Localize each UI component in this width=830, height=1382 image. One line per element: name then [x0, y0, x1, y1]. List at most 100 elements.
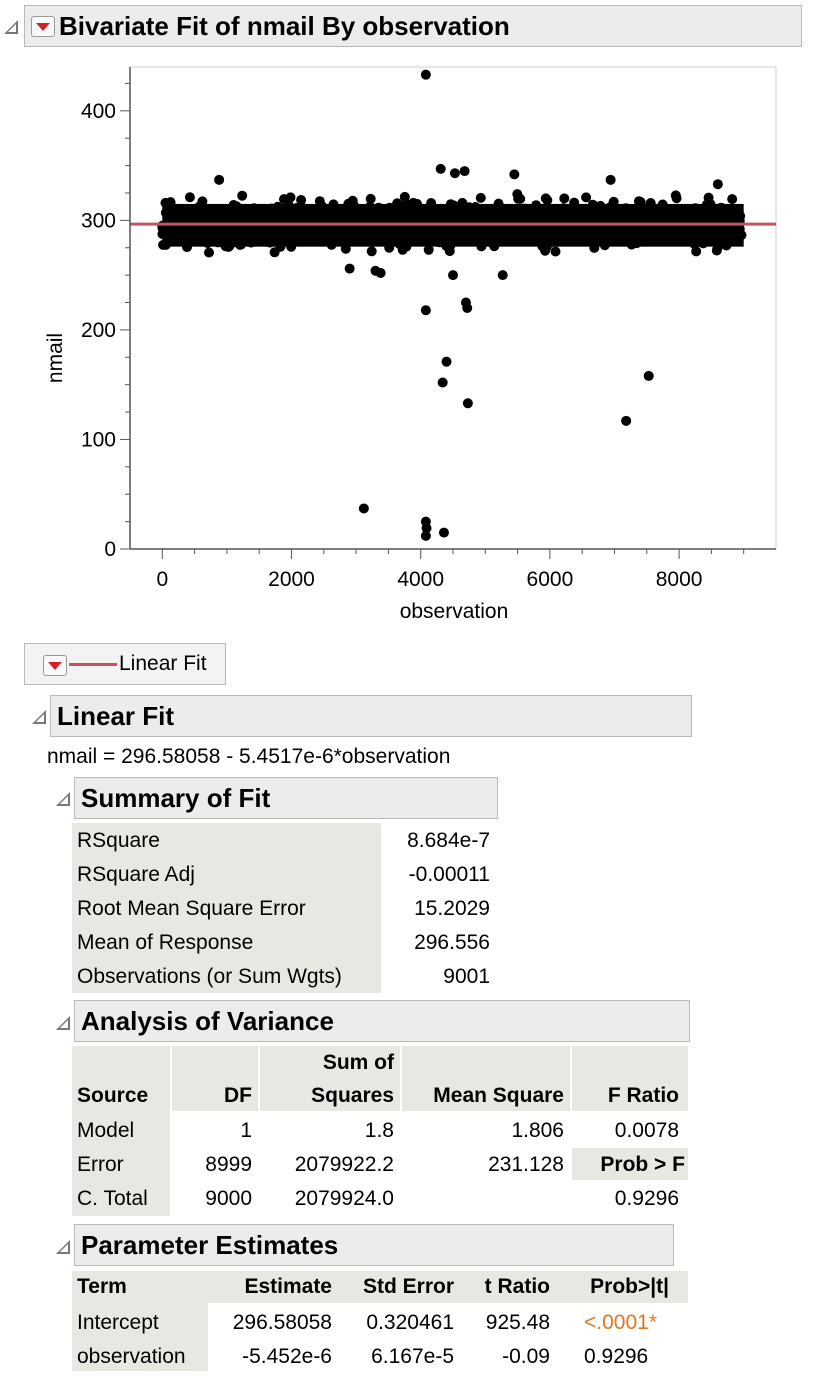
y-tick-label: 300: [81, 209, 116, 232]
data-point: [435, 163, 446, 174]
data-point: [487, 223, 498, 234]
data-point: [358, 503, 369, 514]
data-point: [197, 196, 208, 207]
pe-std-error: 6.167e-5: [371, 1345, 454, 1368]
data-point: [622, 206, 633, 217]
data-point: [252, 227, 263, 238]
anova-ss: 2079924.0: [294, 1187, 394, 1210]
data-point: [344, 263, 355, 274]
data-point: [256, 208, 267, 219]
axes: 0 2000 4000 6000 8000 0 100 200 300 400: [81, 67, 776, 591]
data-point: [394, 200, 405, 211]
data-point: [212, 237, 223, 248]
data-point: [420, 305, 431, 316]
data-point: [196, 207, 207, 218]
data-point: [237, 190, 248, 201]
pe-t-ratio: 925.48: [485, 1311, 550, 1334]
legend-label[interactable]: Linear Fit: [119, 652, 207, 675]
data-point: [438, 527, 449, 538]
data-point: [296, 201, 307, 212]
data-point: [459, 166, 470, 177]
data-point: [712, 206, 723, 216]
data-point: [487, 238, 498, 249]
data-point: [477, 212, 488, 223]
anova-df: 9000: [205, 1187, 252, 1210]
data-point: [665, 209, 676, 220]
data-point: [190, 225, 201, 236]
data-point: [558, 203, 569, 214]
data-point: [540, 193, 551, 204]
pe-term: Intercept: [77, 1311, 159, 1334]
pe-term-column: [72, 1303, 208, 1371]
pe-col-term: Term: [77, 1275, 127, 1298]
summary-label: Root Mean Square Error: [77, 897, 306, 920]
y-tick-label: 100: [81, 428, 116, 451]
data-point: [512, 189, 523, 200]
anova-ss: 2079922.2: [294, 1153, 394, 1176]
data-point: [224, 233, 235, 244]
data-point: [328, 236, 338, 247]
data-point: [475, 192, 486, 203]
data-point: [636, 211, 647, 222]
data-point: [230, 224, 241, 235]
data-point: [394, 239, 405, 250]
pe-estimate: 296.58058: [232, 1311, 332, 1334]
anova-header-cell: [260, 1046, 400, 1111]
anova-col-ss-top: Sum of: [322, 1051, 394, 1074]
data-point: [214, 174, 225, 185]
pe-estimate: -5.452e-6: [242, 1345, 332, 1368]
anova-header-cell: [402, 1046, 570, 1111]
anova-df: 8999: [205, 1153, 252, 1176]
red-triangle-menu-icon[interactable]: [43, 655, 67, 676]
anova-ms: 231.128: [488, 1153, 564, 1176]
scatter-chart: 0 2000 4000 6000 8000 0 100 200 300 400 observati…: [44, 66, 777, 623]
data-point: [581, 192, 592, 203]
data-point: [539, 228, 550, 238]
anova-title: Analysis of Variance: [81, 1006, 334, 1036]
data-point: [528, 213, 539, 224]
data-point: [286, 241, 297, 252]
disclosure-triangle-icon[interactable]: [56, 1016, 70, 1030]
data-point: [462, 303, 473, 313]
anova-source: Error: [77, 1153, 124, 1176]
y-tick-label: 200: [81, 319, 116, 342]
data-point: [420, 530, 431, 541]
anova-source-column: [72, 1046, 170, 1216]
summary-value: 296.556: [414, 931, 490, 954]
data-point: [657, 199, 668, 210]
pe-col-std-error: Std Error: [362, 1275, 454, 1298]
data-point: [196, 236, 207, 247]
data-point: [712, 179, 723, 190]
data-point: [382, 229, 393, 240]
summary-label: RSquare Adj: [77, 863, 195, 886]
red-triangle-menu-icon[interactable]: [31, 15, 55, 37]
data-point: [626, 239, 637, 250]
data-point: [582, 231, 593, 242]
data-point: [426, 198, 437, 208]
data-point: [163, 227, 174, 238]
data-point: [395, 230, 406, 241]
data-point: [499, 234, 510, 245]
disclosure-triangle-icon[interactable]: [56, 1240, 70, 1254]
data-point: [267, 231, 278, 242]
data-point: [421, 523, 432, 534]
data-point: [595, 234, 606, 245]
data-point: [464, 202, 475, 213]
prob-f-cell: [572, 1148, 688, 1180]
data-point: [432, 234, 443, 245]
disclosure-triangle-icon[interactable]: [32, 710, 46, 724]
data-point: [409, 227, 420, 238]
data-point: [550, 246, 561, 257]
disclosure-triangle-icon[interactable]: [56, 792, 70, 806]
disclosure-triangle-icon[interactable]: [4, 20, 18, 34]
x-tick-label: 2000: [268, 568, 315, 591]
data-point: [730, 207, 741, 218]
data-point: [605, 203, 615, 214]
x-axis-label: observation: [400, 600, 509, 623]
data-point: [509, 169, 520, 180]
data-point: [283, 199, 294, 210]
data-point: [645, 198, 656, 208]
anova-df: 1: [240, 1119, 252, 1142]
linear-fit-header: Linear Fit: [50, 695, 692, 737]
data-point: [658, 229, 669, 240]
